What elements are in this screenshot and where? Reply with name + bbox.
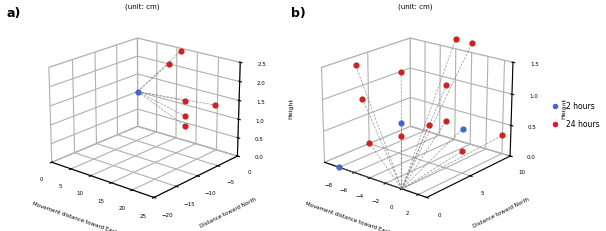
- Y-axis label: Distance toward North: Distance toward North: [472, 197, 530, 229]
- X-axis label: Movement distance toward East: Movement distance toward East: [32, 202, 118, 231]
- Legend: 2 hours, 24 hours: 2 hours, 24 hours: [544, 99, 602, 132]
- Title: (unit: cm): (unit: cm): [398, 4, 432, 10]
- Text: a): a): [6, 7, 21, 20]
- Text: b): b): [291, 7, 305, 20]
- Title: (unit: cm): (unit: cm): [125, 4, 159, 10]
- Y-axis label: Distance toward North: Distance toward North: [199, 197, 257, 229]
- X-axis label: Movement distance toward East: Movement distance toward East: [305, 202, 390, 231]
